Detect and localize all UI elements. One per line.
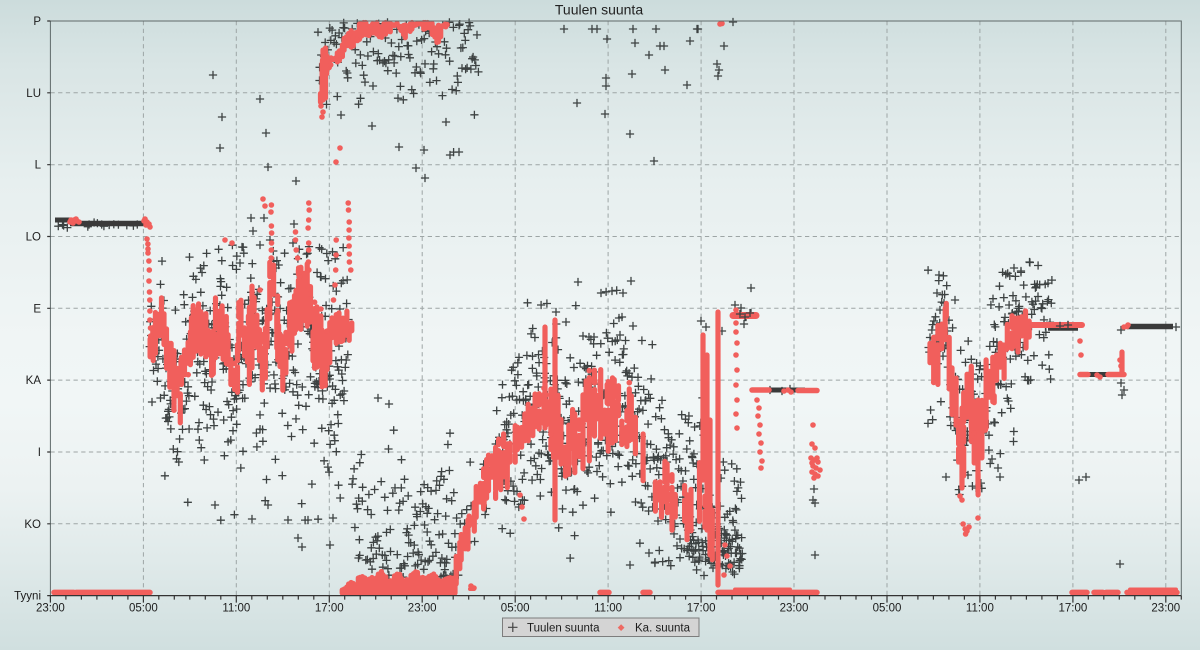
svg-text:LU: LU [26, 88, 41, 100]
svg-text:17:00: 17:00 [1059, 603, 1088, 615]
svg-text:I: I [38, 447, 41, 459]
svg-text:23:00: 23:00 [36, 603, 65, 615]
svg-text:L: L [35, 160, 42, 172]
svg-text:E: E [33, 303, 41, 315]
svg-text:Tuulen suunta: Tuulen suunta [527, 623, 600, 635]
svg-text:LO: LO [26, 232, 41, 244]
svg-text:11:00: 11:00 [594, 603, 622, 615]
svg-text:05:00: 05:00 [873, 603, 902, 615]
svg-text:23:00: 23:00 [780, 603, 809, 615]
svg-text:23:00: 23:00 [1151, 603, 1180, 615]
svg-text:05:00: 05:00 [501, 603, 530, 615]
svg-text:17:00: 17:00 [315, 603, 344, 615]
svg-text:KA: KA [26, 375, 42, 387]
svg-text:P: P [33, 16, 41, 28]
svg-text:11:00: 11:00 [222, 603, 250, 615]
svg-text:KO: KO [24, 519, 41, 531]
svg-text:05:00: 05:00 [129, 603, 158, 615]
svg-text:Tyyni: Tyyni [14, 591, 41, 603]
svg-text:Tuulen suunta: Tuulen suunta [555, 2, 643, 18]
svg-text:Ka. suunta: Ka. suunta [635, 623, 691, 635]
svg-text:17:00: 17:00 [687, 603, 716, 615]
svg-text:11:00: 11:00 [966, 603, 994, 615]
svg-text:23:00: 23:00 [408, 603, 437, 615]
